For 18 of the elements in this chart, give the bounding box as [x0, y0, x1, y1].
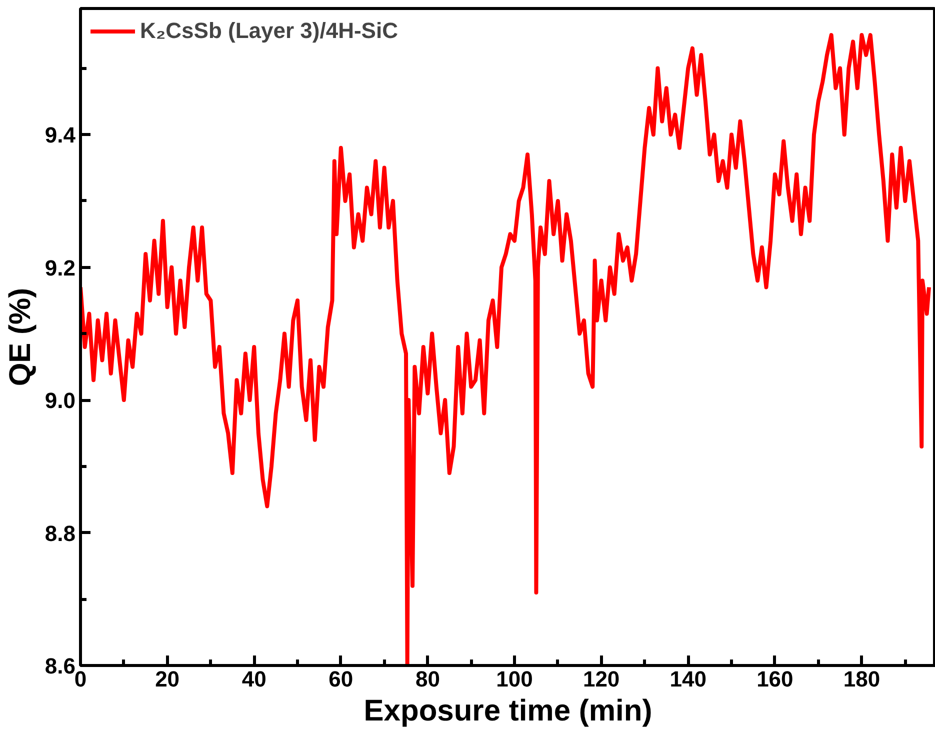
- x-tick-label: 100: [496, 666, 533, 692]
- x-tick-label: 20: [155, 666, 180, 692]
- x-tick-label: 160: [756, 666, 794, 692]
- y-tick-label: 9.4: [44, 122, 76, 148]
- y-tick-label: 9.0: [44, 388, 76, 414]
- x-tick-label: 140: [670, 666, 706, 692]
- y-tick-label: 8.6: [44, 654, 76, 678]
- x-tick-label: 0: [74, 666, 87, 692]
- y-axis-title: QE (%): [4, 288, 37, 386]
- y-tick-label: 8.8: [44, 520, 76, 546]
- x-axis-title: Exposure time (min): [364, 694, 652, 728]
- x-tick-label: 80: [415, 666, 440, 692]
- x-tick-label: 40: [242, 666, 266, 692]
- x-tick-label: 180: [843, 666, 880, 692]
- legend-label: K₂CsSb (Layer 3)/4H-SiC: [140, 18, 398, 44]
- x-tick-label: 60: [328, 666, 354, 692]
- x-tick-label: 120: [582, 666, 620, 692]
- y-tick-label: 9.2: [44, 255, 76, 280]
